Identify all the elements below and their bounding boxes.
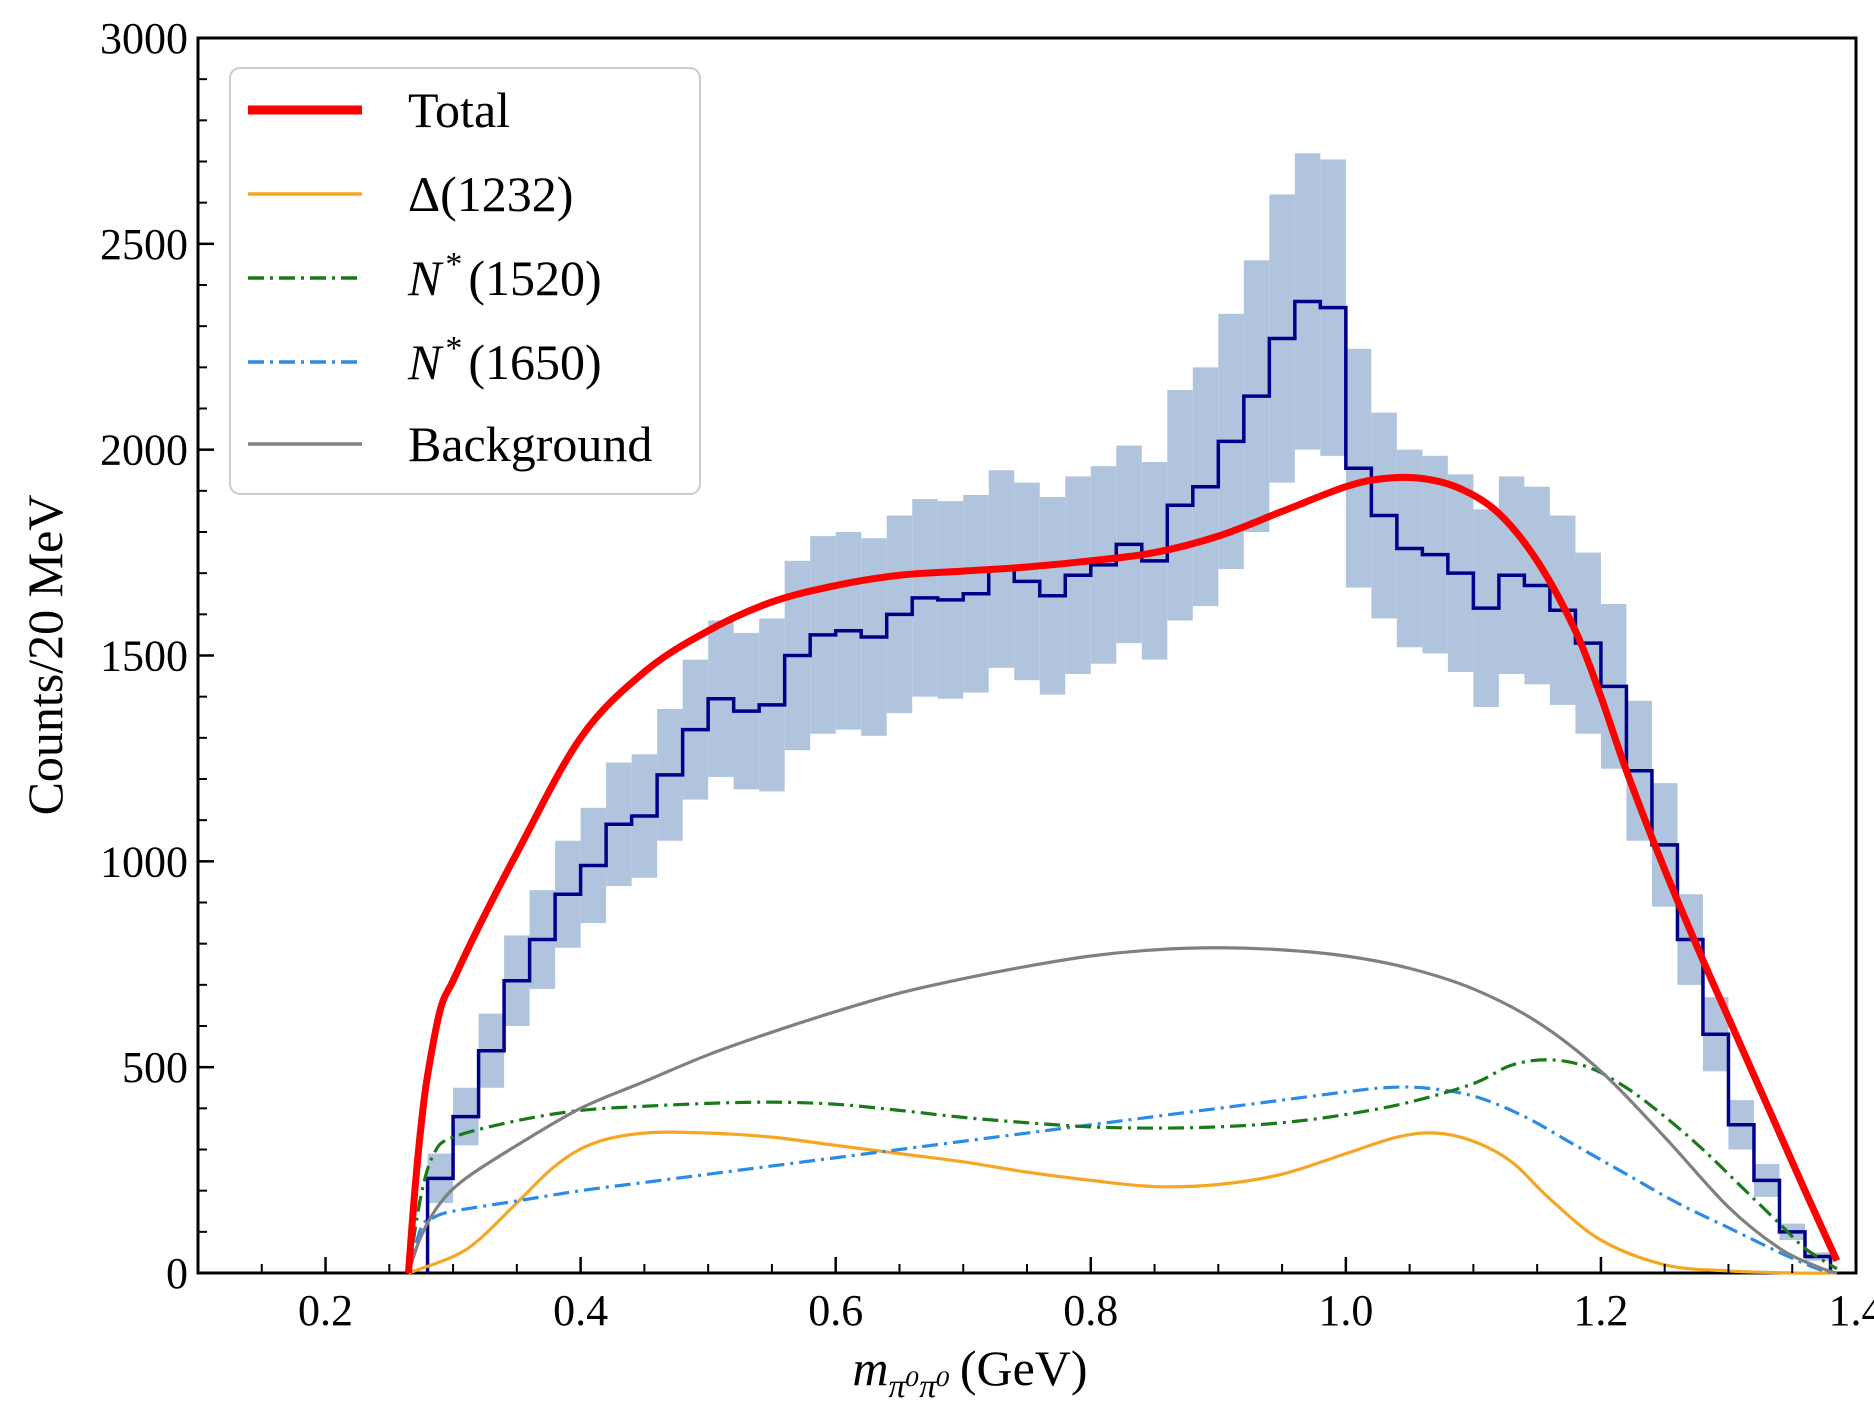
legend-label-n1520: N * (1520) (407, 246, 602, 306)
legend-label-total: Total (408, 82, 510, 138)
data-histogram (425, 299, 1833, 1273)
y-axis-title: Counts/20 MeV (17, 495, 73, 816)
y-tick-label: 500 (122, 1043, 188, 1092)
curve-n1650 (406, 1085, 1838, 1275)
y-tick-label: 2500 (100, 220, 188, 269)
x-axis-unit: (GeV) (960, 1340, 1088, 1396)
y-tick-label: 2000 (100, 426, 188, 475)
curve-bkg (406, 946, 1838, 1275)
fit-curves (404, 473, 1841, 1275)
y-tick-label: 1000 (100, 837, 188, 886)
x-tick-label: 0.2 (298, 1286, 353, 1335)
legend-box (229, 67, 701, 495)
legend-label-background: Background (408, 416, 652, 472)
curve-n1520 (406, 1058, 1838, 1274)
legend: Total Δ(1232) N * (1520) N * (1650) Backgrou… (229, 67, 701, 495)
y-tick-label: 1500 (100, 632, 188, 681)
x-tick-label: 0.6 (808, 1286, 863, 1335)
legend-label-delta: Δ(1232) (408, 166, 573, 222)
histogram-outline (425, 299, 1833, 1273)
legend-label-n1650: N * (1650) (407, 330, 602, 390)
y-tick-label: 0 (166, 1249, 188, 1298)
x-tick-label: 1.2 (1573, 1286, 1628, 1335)
x-tick-label: 0.4 (553, 1286, 608, 1335)
x-axis-symbol: m (852, 1340, 888, 1396)
x-axis-subscript: π⁰π⁰ (889, 1368, 951, 1405)
x-tick-label: 1.4 (1829, 1286, 1874, 1335)
x-axis-title: mπ⁰π⁰ (GeV) (852, 1340, 1087, 1405)
curve-delta (407, 1130, 1837, 1275)
axis-ticks: 0.2 0.4 0.6 0.8 1.0 1.2 1.4 0 500 1000 1500 2000 250… (100, 14, 1874, 1335)
curve-total (404, 473, 1841, 1274)
x-tick-label: 1.0 (1318, 1286, 1373, 1335)
x-tick-label: 0.8 (1063, 1286, 1118, 1335)
y-tick-label: 3000 (100, 14, 188, 63)
